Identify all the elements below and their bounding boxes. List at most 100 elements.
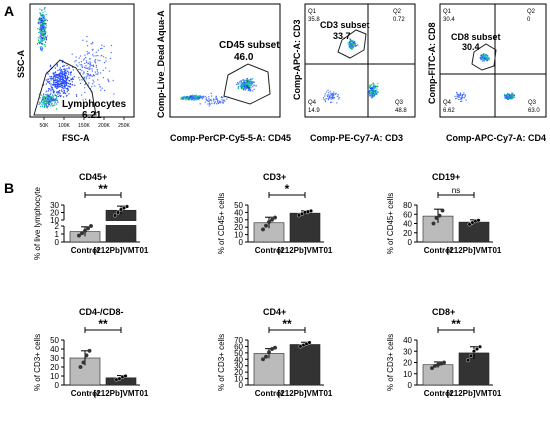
event-dot <box>375 90 377 92</box>
event-dot <box>81 79 83 81</box>
gate-value: 46.0 <box>234 52 254 63</box>
event-dot <box>40 49 42 51</box>
event-dot <box>59 69 61 71</box>
event-dot <box>95 55 97 57</box>
event-dot <box>53 75 56 77</box>
event-dot <box>38 23 40 25</box>
event-dot <box>84 87 86 89</box>
event-dot <box>40 19 43 22</box>
y-tick-label: 0 <box>239 238 244 247</box>
event-dot <box>85 98 87 100</box>
event-dot <box>40 21 43 23</box>
event-dot <box>62 76 64 78</box>
event-dot <box>58 90 60 92</box>
event-dot <box>241 86 243 88</box>
event-dot <box>41 21 43 23</box>
event-dot <box>39 97 41 99</box>
x-tick-label: 150K <box>78 123 90 129</box>
event-dot <box>192 96 194 98</box>
chart-title: CD19+ <box>432 172 460 182</box>
event-dot <box>203 96 205 98</box>
event-dot <box>60 78 62 80</box>
event-dot <box>373 92 375 94</box>
significance-label: ** <box>98 317 108 331</box>
event-dot <box>50 92 52 94</box>
event-dot <box>370 86 372 88</box>
event-dot <box>88 52 90 54</box>
event-dot <box>69 83 71 85</box>
event-dot <box>54 99 56 102</box>
event-dot <box>333 96 335 98</box>
event-dot <box>506 98 509 100</box>
event-dot <box>246 85 249 87</box>
event-dot <box>197 98 199 101</box>
event-dot <box>42 18 44 20</box>
event-dot <box>59 73 61 75</box>
event-dot <box>461 95 463 97</box>
event-dot <box>93 75 96 77</box>
event-dot <box>248 84 250 86</box>
event-dot <box>40 15 42 17</box>
event-dot <box>65 70 67 72</box>
event-dot <box>42 27 44 29</box>
event-dot <box>59 67 61 69</box>
event-dot <box>59 95 61 97</box>
data-point <box>478 344 483 349</box>
event-dot <box>349 40 351 42</box>
event-dot <box>351 45 353 47</box>
event-dot <box>512 95 514 97</box>
event-dot <box>351 42 353 44</box>
event-dot <box>199 95 201 97</box>
data-point <box>434 215 439 220</box>
event-dot <box>68 66 70 68</box>
event-dot <box>81 64 83 66</box>
event-dot <box>69 80 71 82</box>
event-dot <box>241 82 244 84</box>
event-dot <box>62 79 64 81</box>
event-dot <box>41 14 43 16</box>
event-dot <box>336 102 338 104</box>
event-dot <box>322 97 325 99</box>
event-dot <box>52 90 54 92</box>
event-dot <box>79 82 82 84</box>
event-dot <box>100 55 102 57</box>
chart-title: CD3+ <box>263 172 286 182</box>
event-dot <box>44 7 46 9</box>
event-dot <box>53 79 55 81</box>
event-dot <box>248 82 250 84</box>
event-dot <box>84 84 86 86</box>
event-dot <box>88 82 90 84</box>
gate-name: CD8 subset <box>451 32 501 42</box>
category-label: [212Pb]VMT01 <box>94 389 149 398</box>
event-dot <box>53 72 55 74</box>
event-dot <box>512 93 514 95</box>
event-dot <box>56 73 58 75</box>
event-dot <box>367 90 369 92</box>
event-dot <box>67 70 69 72</box>
event-dot <box>73 76 75 78</box>
event-dot <box>69 86 71 88</box>
event-dot <box>47 105 49 107</box>
event-dot <box>62 82 64 85</box>
event-dot <box>513 96 516 98</box>
event-dot <box>335 93 337 95</box>
event-dot <box>221 101 223 103</box>
event-dot <box>46 90 48 92</box>
event-dot <box>39 12 41 14</box>
event-dot <box>328 97 330 99</box>
event-dot <box>75 59 77 62</box>
event-dot <box>509 98 511 100</box>
event-dot <box>56 108 58 110</box>
event-dot <box>56 65 58 67</box>
event-dot <box>505 94 508 96</box>
event-dot <box>372 86 374 88</box>
event-dot <box>65 75 67 77</box>
y-axis-label: Comp-FITC-A: CD8 <box>427 23 437 105</box>
event-dot <box>243 87 245 89</box>
event-dot <box>368 86 371 88</box>
event-dot <box>78 57 80 59</box>
event-dot <box>332 92 334 95</box>
event-dot <box>368 91 370 93</box>
event-dot <box>204 101 206 103</box>
